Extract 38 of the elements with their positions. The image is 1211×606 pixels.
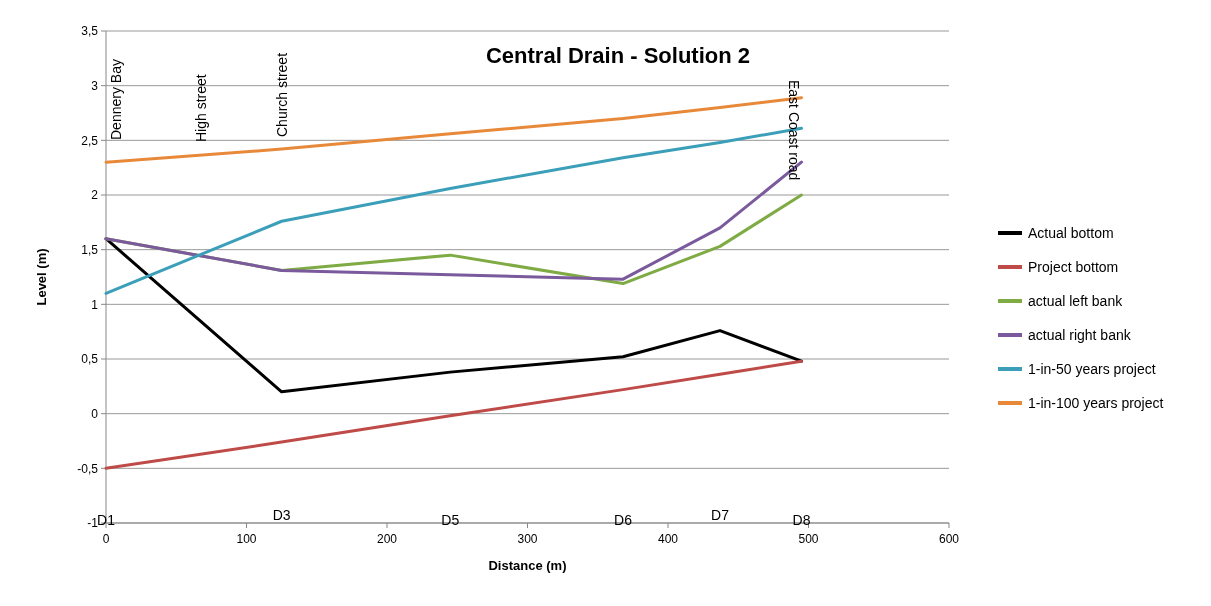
y-tick-label: 3,5 <box>81 24 99 39</box>
y-axis-title: Level (m) <box>34 248 49 306</box>
annotation: D3 <box>272 507 291 523</box>
line-series <box>104 237 803 394</box>
x-tick-label: 400 <box>657 532 679 546</box>
y-tick-label: 2 <box>91 188 99 203</box>
y-tick-label: -1 <box>87 516 99 531</box>
annotation: D8 <box>792 512 811 528</box>
legend-label: Project bottom <box>1028 258 1119 275</box>
legend-label: 1-in-100 years project <box>1028 394 1164 411</box>
y-tick-label: 1,5 <box>81 242 99 257</box>
legend-label: Actual bottom <box>1028 224 1114 241</box>
annotation: East Coast road <box>786 80 802 181</box>
x-tick-label: 200 <box>376 532 398 546</box>
annotation: D6 <box>614 512 633 528</box>
annotation: D5 <box>441 512 460 528</box>
y-tick-label: 0,5 <box>81 352 99 367</box>
text: Central Drain - Solution 2 <box>485 43 751 68</box>
x-tick-label: 300 <box>517 532 538 546</box>
x-tick-label: 0 <box>102 532 110 546</box>
x-tick-label: 100 <box>236 532 257 546</box>
x-tick-label: 500 <box>798 532 819 546</box>
legend-label: 1-in-50 years project <box>1028 360 1156 377</box>
y-tick-label: -0,5 <box>77 461 99 476</box>
annotation: Dennery Bay <box>108 59 124 140</box>
annotation: High street <box>193 74 209 142</box>
x-tick-label: 600 <box>938 532 960 546</box>
x-axis-title: Distance (m) <box>488 558 567 573</box>
annotation: D7 <box>711 507 730 523</box>
y-tick-label: 3 <box>91 78 99 93</box>
y-tick-label: 2,5 <box>81 133 99 148</box>
annotation: Church street <box>274 52 290 137</box>
y-tick-label: 0 <box>91 406 99 421</box>
legend-label: actual right bank <box>1028 326 1132 343</box>
legend-label: actual left bank <box>1028 292 1124 309</box>
y-tick-label: 1 <box>91 297 99 312</box>
annotation: D1 <box>97 512 116 528</box>
line-series <box>104 359 803 470</box>
